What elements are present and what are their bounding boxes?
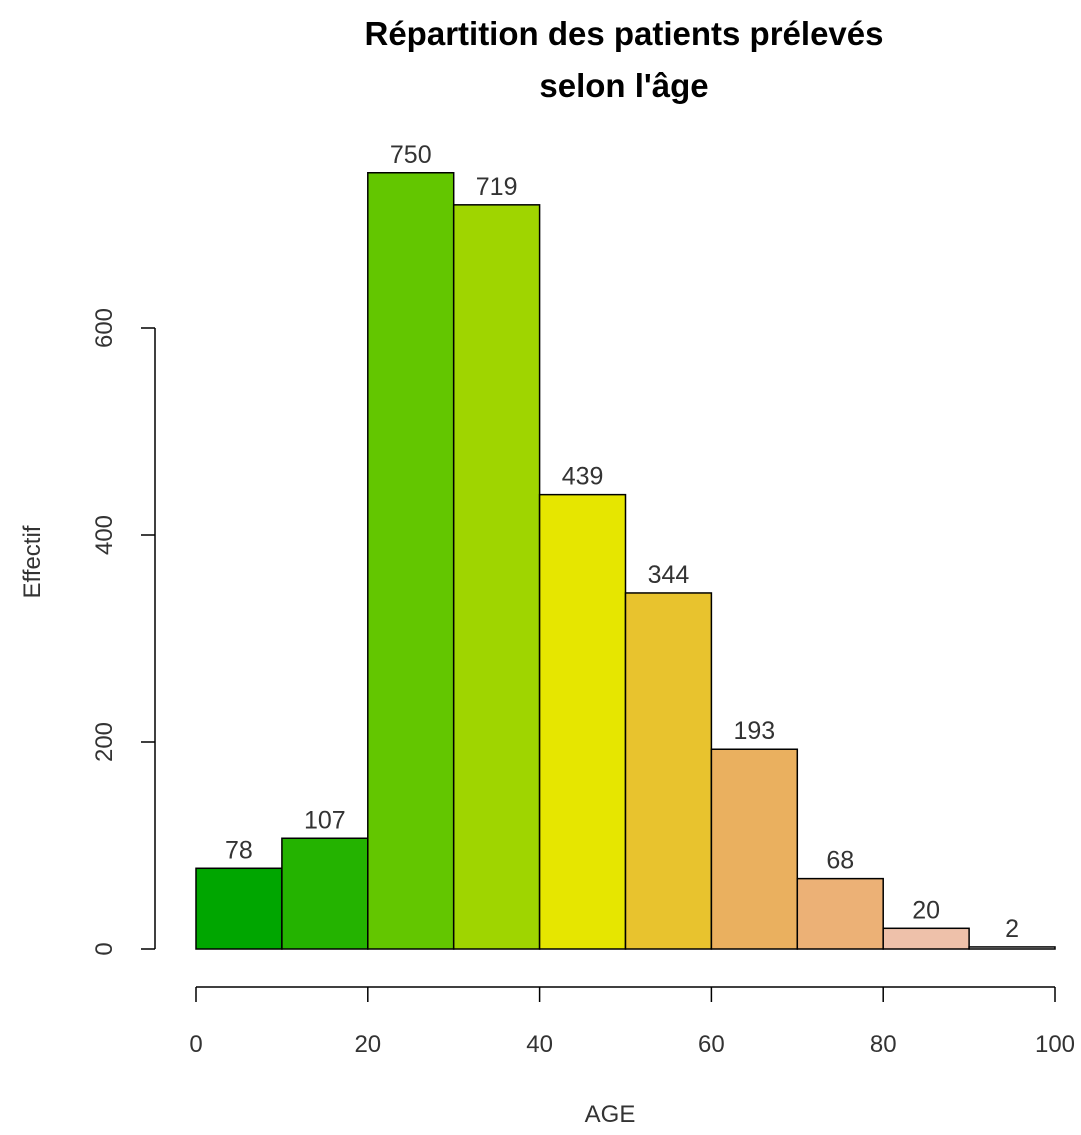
y-tick-label: 600 [91,308,118,348]
bars-group [195,172,1056,950]
bar-30-40 [452,204,541,950]
y-axis: 0 200 400 600 [91,308,156,956]
chart-title-line-1: Répartition des patients prélevés [365,15,884,52]
x-tick-label: 100 [1035,1031,1075,1058]
chart-title-line-2: selon l'âge [539,67,708,104]
bar-value-label: 344 [648,561,690,589]
bar-value-label: 750 [390,141,432,169]
bar-50-60 [624,592,713,950]
x-tick-label: 40 [526,1031,553,1058]
x-axis-label: AGE [585,1101,636,1128]
y-tick-label: 400 [91,515,118,555]
bar-value-label: 78 [225,836,253,864]
bar-labels-group: 78 107 750 719 439 344 193 68 20 2 [225,141,1019,943]
bar-value-label: 439 [562,463,604,491]
x-axis: 0 20 40 60 80 100 [189,986,1075,1058]
bar-value-label: 68 [826,847,854,875]
bar-value-label: 20 [912,896,940,924]
bar-90-100 [968,946,1056,950]
x-tick-label: 60 [698,1031,725,1058]
bar-10-20 [281,837,369,950]
bar-value-label: 719 [476,173,518,201]
y-tick-label: 200 [91,722,118,762]
bar-60-70 [710,748,799,950]
bar-value-label: 193 [733,717,775,745]
bar-40-50 [538,493,627,950]
bar-20-30 [367,172,455,950]
x-tick-label: 20 [354,1031,381,1058]
bar-80-90 [882,927,970,950]
y-axis-label: Effectif [19,525,46,598]
y-tick-label: 0 [91,942,118,955]
x-tick-label: 0 [189,1031,202,1058]
bar-value-label: 107 [304,806,346,834]
bar-0-10 [195,867,283,950]
bar-70-80 [796,877,884,950]
bar-value-label: 2 [1005,915,1019,943]
x-tick-label: 80 [870,1031,897,1058]
